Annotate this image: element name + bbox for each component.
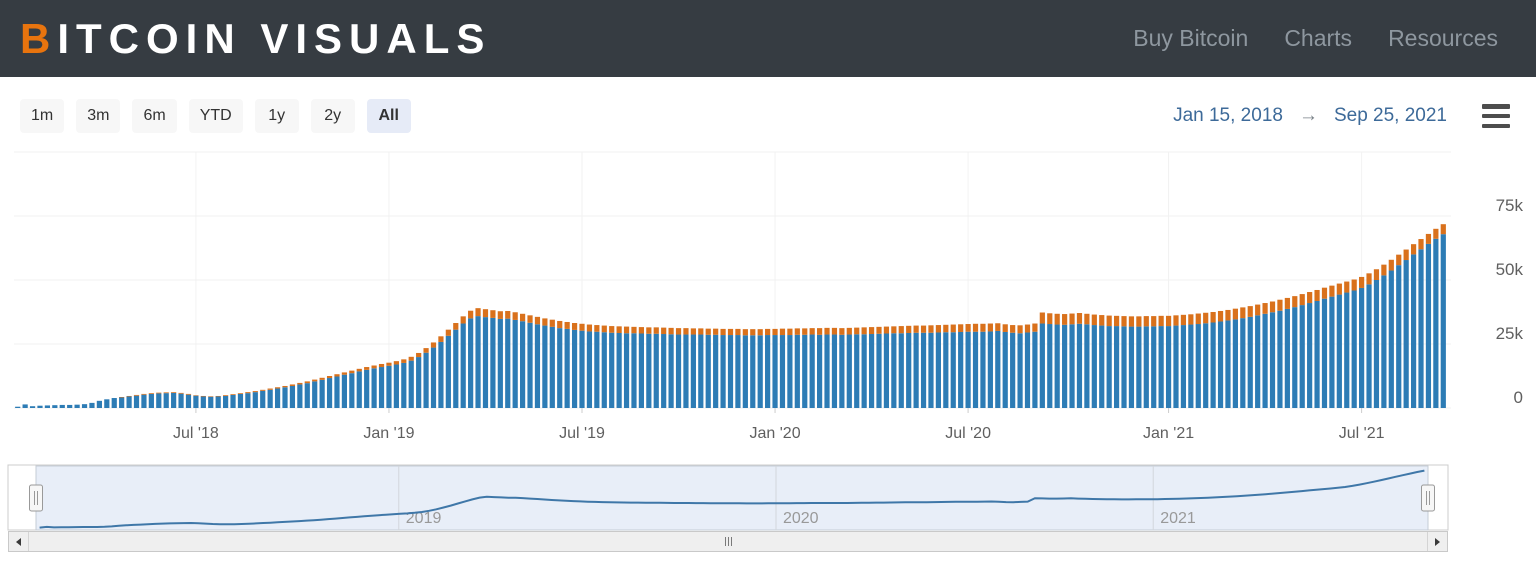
site-logo[interactable]: BITCOIN VISUALS [20,15,491,63]
svg-text:75k: 75k [1496,196,1524,215]
range-button-3m[interactable]: 3m [76,99,121,133]
svg-text:Jan '21: Jan '21 [1143,425,1194,442]
menu-icon[interactable] [1482,104,1510,128]
svg-text:Jul '19: Jul '19 [559,425,605,442]
range-button-ytd[interactable]: YTD [188,99,243,133]
navigator-handle-right[interactable] [1421,484,1435,512]
right-triangle-icon [1435,537,1440,546]
range-button-1y[interactable]: 1y [254,99,299,133]
range-button-2y[interactable]: 2y [310,99,355,133]
navigator-background: 2019 2020 2021 [7,464,1449,531]
svg-text:2019: 2019 [406,510,442,527]
horizontal-scrollbar[interactable] [8,531,1448,552]
svg-text:50k: 50k [1496,260,1524,279]
svg-text:2021: 2021 [1160,510,1196,527]
range-button-1m[interactable]: 1m [20,99,65,133]
navigator[interactable]: 2019 2020 2021 [0,464,1536,532]
nav-link-resources[interactable]: Resources [1388,25,1498,51]
navigator-line-series [39,469,1425,529]
y-axis-labels: 75k 50k 25k 0 [1496,196,1524,407]
date-from-input[interactable]: Jan 15, 2018 [1173,105,1283,126]
scrollbar-grip-icon[interactable] [724,537,732,546]
svg-text:Jul '21: Jul '21 [1339,425,1385,442]
svg-text:Jul '20: Jul '20 [945,425,991,442]
svg-text:Jan '20: Jan '20 [750,425,801,442]
range-button-all[interactable]: All [366,99,411,133]
scrollbar-track[interactable] [29,532,1427,551]
date-arrow-icon: → [1298,105,1318,126]
svg-text:Jan '19: Jan '19 [363,425,414,442]
header-bar: BITCOIN VISUALS Buy Bitcoin Charts Resourc… [0,0,1536,77]
left-triangle-icon [16,537,21,546]
scrollbar-right-arrow[interactable] [1427,532,1447,551]
nav-link-charts[interactable]: Charts [1284,25,1353,51]
chart-toolbar: 1m 3m 6m YTD 1y 2y All Jan 15, 2018 → Sep 25, … [0,99,1536,137]
svg-text:25k: 25k [1496,324,1524,343]
date-to-input[interactable]: Sep 25, 2021 [1333,105,1447,126]
navigator-handles [29,484,1435,512]
svg-text:2020: 2020 [783,510,819,527]
navigator-handle-left[interactable] [29,484,43,512]
logo-letter-b: B [20,14,58,62]
range-button-6m[interactable]: 6m [132,99,177,133]
logo-rest: ITCOIN VISUALS [57,14,492,62]
main-chart[interactable]: Jul '18 Jan '19 Jul '19 Jan '20 Jul '20 Jan '… [0,143,1536,455]
svg-text:0: 0 [1514,388,1523,407]
header-nav: Buy Bitcoin Charts Resources [1133,25,1498,52]
scrollbar-left-arrow[interactable] [9,532,29,551]
date-range: Jan 15, 2018 → Sep 25, 2021 [1173,99,1447,133]
svg-text:Jul '18: Jul '18 [173,425,219,442]
bars-layer [15,224,1446,408]
nav-link-buy-bitcoin[interactable]: Buy Bitcoin [1133,25,1249,51]
range-selector: 1m 3m 6m YTD 1y 2y All [20,99,411,133]
x-axis-labels: Jul '18 Jan '19 Jul '19 Jan '20 Jul '20 Jan '… [173,425,1385,442]
